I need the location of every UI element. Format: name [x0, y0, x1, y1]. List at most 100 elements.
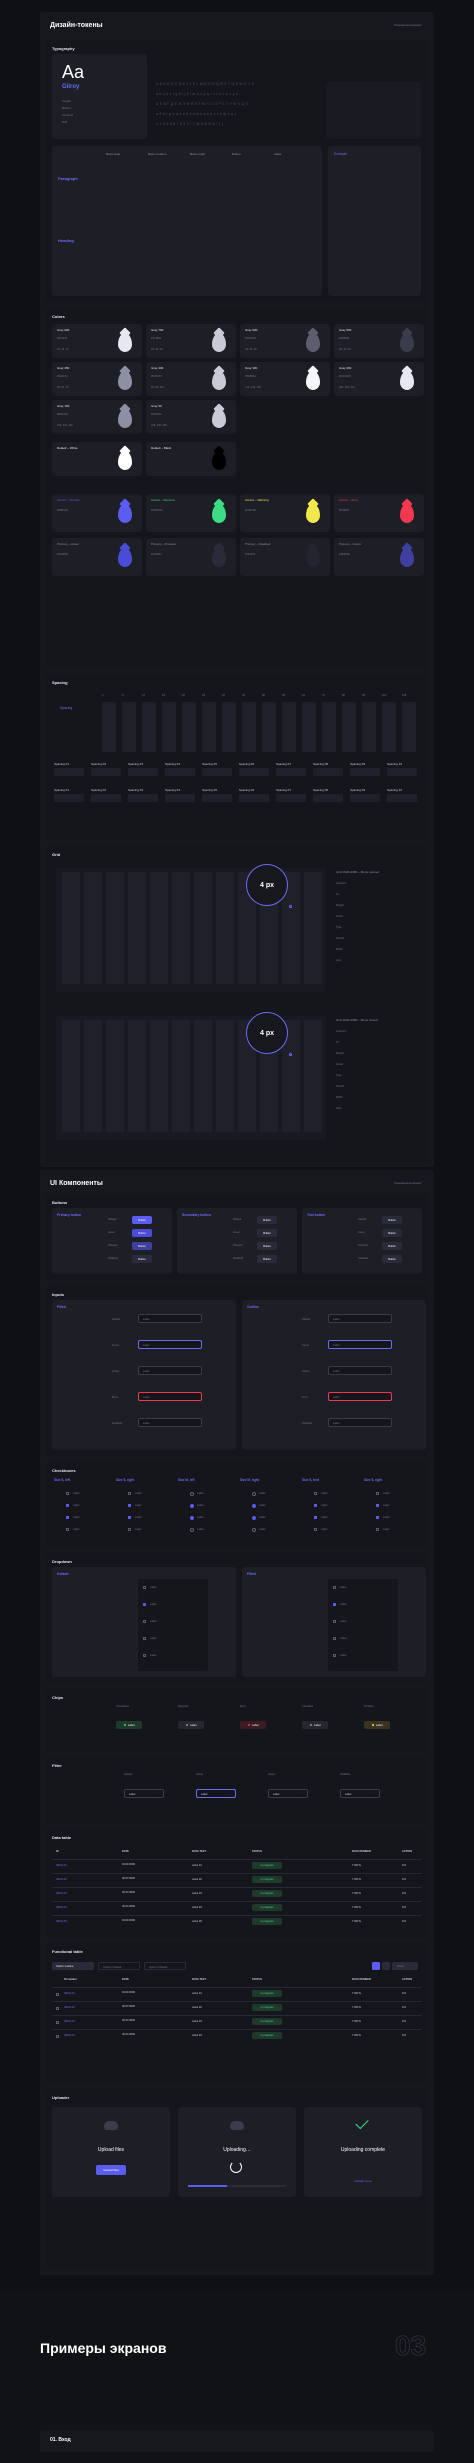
filter-select[interactable]: Label ⌄ — [124, 1789, 164, 1798]
dropdown-option[interactable]: Label — [141, 1600, 205, 1609]
button-sample[interactable]: Button — [132, 1242, 152, 1250]
dropdown-option[interactable]: Label — [141, 1634, 205, 1643]
filter-select[interactable]: Label ⌄ — [340, 1789, 380, 1798]
checkbox-control[interactable] — [376, 1516, 379, 1519]
more-icon[interactable]: ••• — [402, 1990, 407, 1995]
upload-files-button[interactable]: Upload files — [96, 2165, 126, 2175]
dropdown-option[interactable]: Label — [141, 1617, 205, 1626]
table-row[interactable]: ID001-05 00.00.0000 value 05 In progress 7 0… — [52, 1915, 422, 1927]
table-row[interactable]: ID001-01 00.00.0000 value 01 In progress 7 0… — [52, 1987, 422, 1999]
table-row[interactable]: ID001-02 00.00.0000 value 02 In progress 7 0… — [52, 1873, 422, 1885]
text-input[interactable]: Label — [328, 1418, 392, 1427]
view-toggle-2[interactable] — [382, 1962, 390, 1970]
more-icon[interactable]: ••• — [402, 2032, 407, 2037]
text-input[interactable]: Label — [328, 1314, 392, 1323]
text-input[interactable]: Label — [138, 1418, 202, 1427]
checkbox-control[interactable] — [66, 1504, 69, 1507]
filters-button-label: Filters — [397, 1964, 405, 1968]
checkbox-control[interactable] — [190, 1516, 194, 1520]
functional-table-tab[interactable]: Option 2 default — [98, 1962, 140, 1970]
filter-select[interactable]: Label ⌄ — [196, 1789, 236, 1798]
checkbox-control[interactable] — [128, 1516, 131, 1519]
upload-more-link[interactable]: Upload more — [354, 2179, 372, 2183]
checkbox-control[interactable] — [252, 1504, 256, 1508]
checkbox-control[interactable] — [190, 1492, 194, 1496]
table-row[interactable]: ID001-03 00.00.0000 value 03 In progress 7 0… — [52, 1887, 422, 1899]
button-sample[interactable]: Button — [257, 1255, 277, 1263]
dropdown-option[interactable]: Label — [331, 1651, 395, 1660]
checkbox-control[interactable] — [314, 1516, 317, 1519]
button-sample[interactable]: Button — [257, 1229, 277, 1237]
accent-swatch-name: Accent – Primary — [57, 498, 80, 502]
progress-fill — [188, 2185, 228, 2187]
checkbox-control[interactable] — [252, 1516, 256, 1520]
dropdown-option[interactable]: Label — [331, 1617, 395, 1626]
more-icon[interactable]: ••• — [402, 1876, 407, 1881]
checkbox-control[interactable] — [314, 1492, 317, 1495]
functional-table-tab[interactable]: Option 3 default — [144, 1962, 186, 1970]
button-sample[interactable]: Button — [382, 1242, 402, 1250]
button-sample[interactable]: Button — [257, 1242, 277, 1250]
checkbox-control[interactable] — [66, 1516, 69, 1519]
text-input[interactable]: Label — [138, 1340, 202, 1349]
checkbox-control[interactable] — [376, 1492, 379, 1495]
filter-select[interactable]: Label ⌄ — [268, 1789, 308, 1798]
row-checkbox[interactable] — [56, 2035, 59, 2038]
checkbox-control[interactable] — [128, 1528, 131, 1531]
filters-button[interactable]: Filters — [392, 1962, 418, 1970]
dropdown-option[interactable]: Label — [141, 1583, 205, 1592]
dropdown-option[interactable]: Label — [331, 1634, 395, 1643]
checkbox-control[interactable] — [190, 1504, 194, 1508]
checkbox-control[interactable] — [252, 1528, 256, 1532]
checkbox-control[interactable] — [314, 1504, 317, 1507]
spacing-token-name: Spacing 02 — [91, 762, 107, 766]
example-first-row[interactable]: 01. Вход — [40, 2430, 434, 2452]
checkbox-control[interactable] — [314, 1528, 317, 1531]
more-icon[interactable]: ••• — [402, 1890, 407, 1895]
checkbox-control[interactable] — [376, 1504, 379, 1507]
checkbox-control[interactable] — [66, 1492, 69, 1495]
table-row[interactable]: ID001-01 00.00.0000 value 01 In progress 7 0… — [52, 1859, 422, 1871]
table-row[interactable]: ID001-04 00.00.0000 value 04 In progress 7 0… — [52, 2029, 422, 2041]
button-sample[interactable]: Button — [382, 1229, 402, 1237]
text-input[interactable]: Label — [328, 1366, 392, 1375]
color-drop-icon — [212, 548, 226, 567]
more-icon[interactable]: ••• — [402, 1904, 407, 1909]
button-sample[interactable]: Button — [382, 1255, 402, 1263]
button-sample[interactable]: Button — [132, 1216, 152, 1224]
text-input[interactable]: Label — [138, 1314, 202, 1323]
checkbox-control[interactable] — [376, 1528, 379, 1531]
view-toggle-1[interactable] — [372, 1962, 380, 1970]
text-input[interactable]: Label — [328, 1340, 392, 1349]
dropdown-option[interactable]: Label — [141, 1651, 205, 1660]
checkbox-control[interactable] — [128, 1492, 131, 1495]
text-input[interactable]: Label — [328, 1392, 392, 1401]
button-sample[interactable]: Button — [132, 1255, 152, 1263]
text-input[interactable]: Label — [138, 1392, 202, 1401]
table-row[interactable]: ID001-03 00.00.0000 value 03 In progress 7 0… — [52, 2015, 422, 2027]
more-icon[interactable]: ••• — [402, 2004, 407, 2009]
row-checkbox[interactable] — [56, 2007, 59, 2010]
checkbox-control[interactable] — [128, 1504, 131, 1507]
more-icon[interactable]: ••• — [402, 1862, 407, 1867]
checkbox-control[interactable] — [190, 1528, 194, 1532]
more-icon[interactable]: ••• — [402, 2018, 407, 2023]
button-sample[interactable]: Button — [132, 1229, 152, 1237]
row-checkbox[interactable] — [56, 1993, 59, 1996]
more-icon[interactable]: ••• — [402, 1918, 407, 1923]
button-sample[interactable]: Button — [257, 1216, 277, 1224]
text-input[interactable]: Label — [138, 1366, 202, 1375]
button-sample[interactable]: Button — [382, 1216, 402, 1224]
upload-card[interactable]: Upload files Upload files — [52, 2107, 170, 2197]
table-row[interactable]: ID001-02 00.00.0000 value 02 In progress 7 0… — [52, 2001, 422, 2013]
table-row[interactable]: ID001-04 00.00.0000 value 04 In progress 7 0… — [52, 1901, 422, 1913]
dropdown-option[interactable]: Label — [331, 1583, 395, 1592]
dropdown-option[interactable]: Label — [331, 1600, 395, 1609]
row-checkbox[interactable] — [56, 2021, 59, 2024]
checkbox-control[interactable] — [252, 1492, 256, 1496]
table-cell-id: ID001-04 — [56, 1906, 67, 1909]
status-chip-label: In progress — [260, 2034, 274, 2037]
gray-swatch-value: 29, 30, 38 — [245, 348, 257, 351]
checkbox-control[interactable] — [66, 1528, 69, 1531]
functional-table-tab[interactable]: Option 1 active — [52, 1962, 94, 1970]
